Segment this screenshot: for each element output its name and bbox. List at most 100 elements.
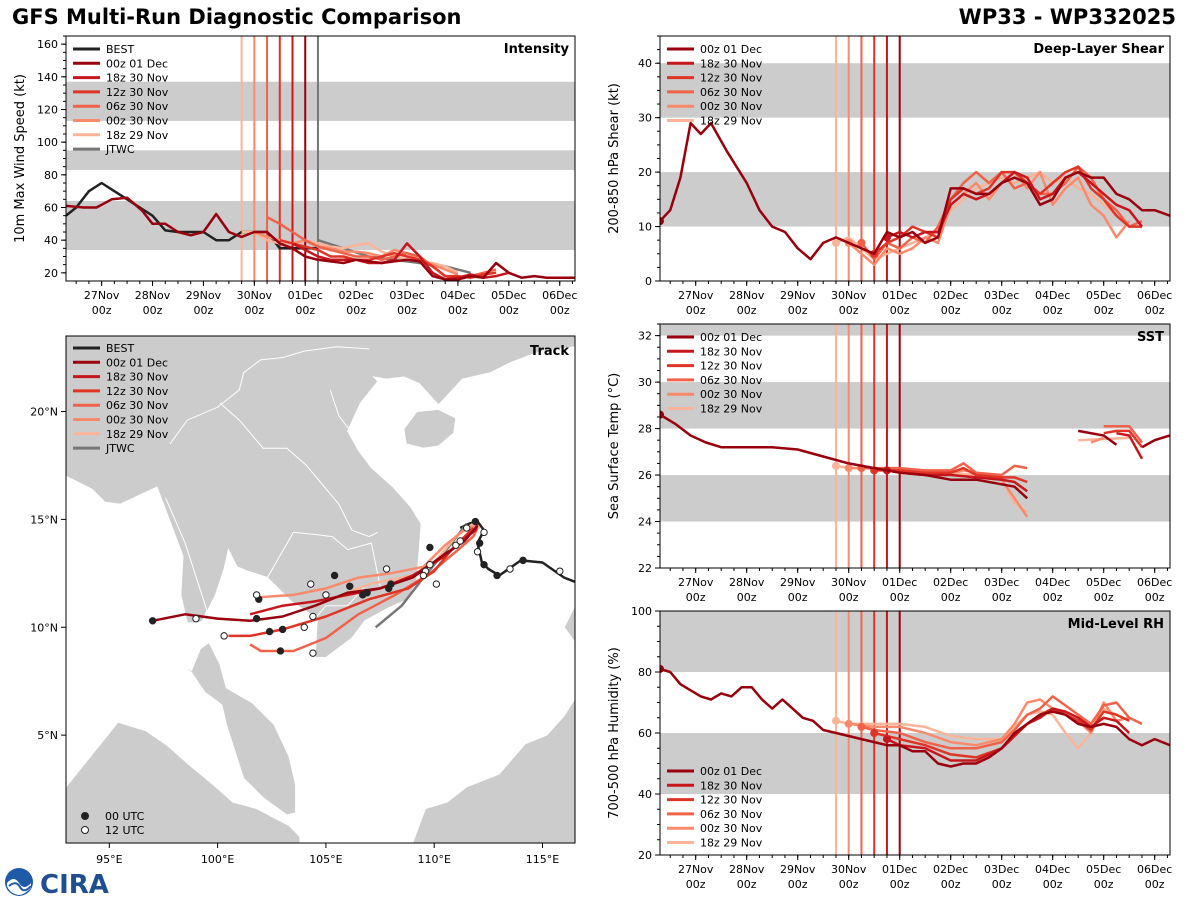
track-marker-12utc	[322, 591, 330, 599]
track-xtick-label-95: 95°E	[96, 853, 122, 866]
shear-xtick-label-hour-7: 00z	[1043, 304, 1063, 317]
track-legend-label-00z-30-nov: 00z 30 Nov	[106, 414, 169, 427]
sst-ytick-label-26: 26	[638, 469, 652, 482]
land-sumatra	[66, 721, 301, 843]
sst-axes-frame	[659, 323, 1171, 569]
intensity-xtick-label-hour-4: 00z	[295, 304, 315, 317]
track-legend-label-12z-30-nov: 12z 30 Nov	[106, 385, 169, 398]
track-series-00z-30-nov	[260, 524, 478, 599]
intensity-ylabel: 10m Max Wind Speed (kt)	[13, 74, 28, 243]
track-marker-12utc	[300, 623, 308, 631]
sst-legend-label-12z-30-nov: 12z 30 Nov	[700, 360, 763, 373]
sst-legend-label-06z-30-nov: 06z 30 Nov	[700, 374, 763, 387]
sst-xtick-label-hour-5: 00z	[941, 591, 961, 604]
rh-legend-label-18z-30-nov: 18z 30 Nov	[700, 779, 763, 792]
intensity-xtick-label-date-1: 28Nov	[135, 289, 171, 302]
shear-ylabel: 200-850 hPa Shear (kt)	[607, 83, 622, 234]
storm-id: WP33 - WP332025	[958, 5, 1176, 29]
sst-xtick-label-date-2: 29Nov	[780, 576, 816, 589]
sst-init-marker-18z-29-nov	[831, 461, 840, 470]
rh-xtick-label-hour-7: 00z	[1043, 878, 1063, 891]
sst-xtick-label-hour-8: 00z	[1094, 591, 1114, 604]
shear-xtick-label-hour-0: 00z	[686, 304, 706, 317]
rh-xtick-label-date-8: 05Dec	[1086, 863, 1121, 876]
rh-xtick-label-date-2: 29Nov	[780, 863, 816, 876]
track-marker-00utc	[278, 625, 287, 634]
rh-xtick-label-hour-3: 00z	[839, 878, 859, 891]
sst-xtick-label-hour-9: 00z	[1145, 591, 1165, 604]
track-marker-00utc	[330, 571, 339, 580]
sst-series-06z-30-nov-part2	[1103, 424, 1143, 444]
track-marker-00utc	[475, 539, 484, 547]
track-marker-12utc	[309, 612, 317, 621]
track-marker-12utc	[220, 632, 228, 640]
track-marker-12utc	[463, 524, 471, 532]
land-hainan	[403, 408, 457, 449]
rh-init-marker-00z-01-dec	[660, 664, 664, 673]
sst-xtick-label-date-5: 02Dec	[933, 576, 968, 589]
intensity-xtick-label-date-7: 04Dec	[440, 289, 475, 302]
sst-init-marker-00z-01-dec	[660, 410, 664, 419]
rh-xtick-label-date-6: 03Dec	[984, 863, 1019, 876]
shear-xtick-label-date-3: 30Nov	[831, 289, 867, 302]
shear-xtick-label-date-2: 29Nov	[780, 289, 816, 302]
land-borneo	[412, 697, 575, 843]
sst-xtick-label-hour-2: 00z	[788, 591, 808, 604]
rh-legend-label-12z-30-nov: 12z 30 Nov	[700, 794, 763, 807]
track-map-area	[66, 336, 575, 843]
rh-panel-label: Mid-Level RH	[1068, 617, 1164, 632]
intensity-xtick-label-hour-1: 00z	[143, 304, 163, 317]
track-marker-legend-label-0: 00 UTC	[105, 810, 145, 823]
intensity-ytick-label-80: 80	[44, 169, 58, 182]
sst-ytick-label-22: 22	[638, 562, 652, 575]
rh-legend-label-00z-01-dec: 00z 01 Dec	[700, 765, 762, 778]
intensity-xtick-label-hour-3: 00z	[244, 304, 264, 317]
intensity-xtick-label-hour-9: 00z	[550, 304, 570, 317]
shear-ytick-label-30: 30	[638, 112, 652, 125]
shear-legend-label-18z-29-nov: 18z 29 Nov	[700, 115, 763, 128]
rh-xtick-label-hour-6: 00z	[992, 878, 1012, 891]
shear-intensity-band-1	[660, 63, 1170, 118]
sst-legend-label-18z-29-nov: 18z 29 Nov	[700, 403, 763, 416]
intensity-ytick-label-40: 40	[44, 234, 58, 247]
rh-xtick-label-hour-2: 00z	[788, 878, 808, 891]
sst-intensity-band-0	[660, 475, 1170, 522]
shear-xtick-label-date-5: 02Dec	[933, 289, 968, 302]
sst-init-marker-00z-30-nov	[844, 464, 853, 473]
track-marker-12utc	[419, 571, 428, 580]
shear-legend-label-00z-01-dec: 00z 01 Dec	[700, 43, 762, 56]
intensity-xtick-label-hour-7: 00z	[448, 304, 468, 317]
intensity-legend-label-jtwc: JTWC	[105, 143, 135, 156]
sst-xtick-label-hour-0: 00z	[686, 591, 706, 604]
track-marker-legend-00utc	[81, 812, 89, 820]
sst-series-00z-01-dec-part2	[1077, 429, 1118, 446]
sst-panel-label: SST	[1137, 330, 1164, 345]
intensity-intensity-band-1	[66, 150, 575, 170]
shear-xtick-label-hour-9: 00z	[1145, 304, 1165, 317]
sst-ytick-label-24: 24	[638, 516, 652, 529]
sst-xtick-label-date-3: 30Nov	[831, 576, 867, 589]
track-marker-00utc	[471, 517, 480, 526]
rh-init-marker-12z-30-nov	[870, 729, 879, 737]
rh-panel: 20 40 60 80 100 27Nov 00z 28Nov 00z 29Nov 00z 30Nov…	[607, 605, 1172, 891]
sst-series-00z-01-dec	[660, 413, 1029, 500]
sst-legend-label-00z-01-dec: 00z 01 Dec	[700, 331, 762, 344]
shear-legend-label-06z-30-nov: 06z 30 Nov	[700, 86, 763, 99]
sst-series-00z-30-nov-part2	[1090, 436, 1105, 444]
intensity-series-00z-01-dec	[66, 196, 575, 281]
shear-xtick-label-hour-3: 00z	[839, 304, 859, 317]
track-marker-00utc	[480, 560, 488, 569]
track-marker-00utc	[493, 571, 501, 580]
shear-xtick-label-hour-1: 00z	[737, 304, 757, 317]
track-marker-12utc	[480, 528, 488, 537]
intensity-series-18z-30-nov	[291, 242, 510, 281]
sst-legend-label-00z-30-nov: 00z 30 Nov	[700, 388, 763, 401]
rh-ylabel: 700-500 hPa Humidity (%)	[607, 647, 622, 819]
rh-xtick-label-date-3: 30Nov	[831, 863, 867, 876]
rh-intensity-band-1	[660, 611, 1170, 672]
track-legend-label-00z-01-dec: 00z 01 Dec	[106, 356, 168, 369]
track-marker-00utc	[346, 582, 354, 590]
shear-plot-area	[660, 36, 1170, 281]
track-marker-12utc	[426, 560, 434, 569]
